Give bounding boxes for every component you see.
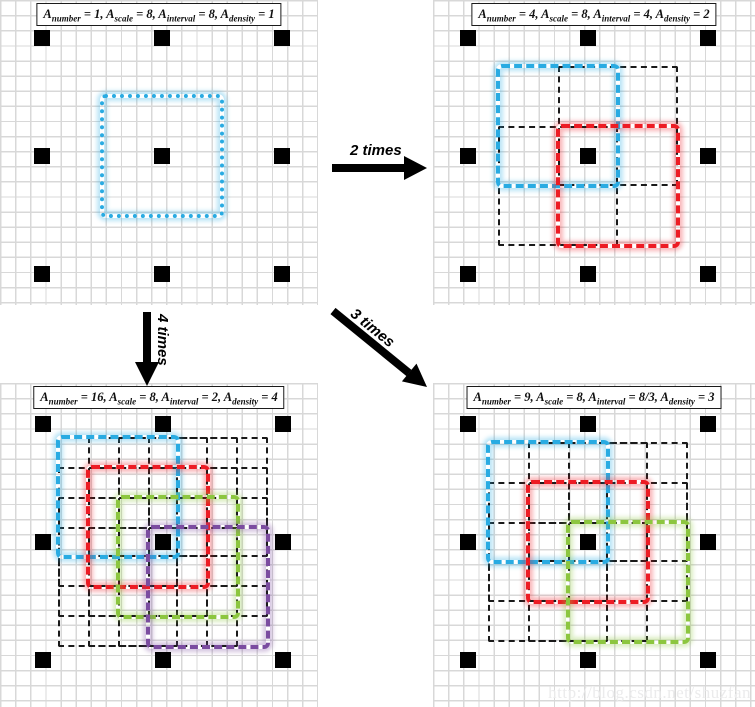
anchor-center-marker xyxy=(35,416,51,432)
anchor-center-marker xyxy=(35,534,51,550)
panel-title-bottom-right: Anumber = 9, Ascale = 8, Ainterval = 8/3… xyxy=(466,386,722,410)
anchor-center-marker xyxy=(460,416,476,432)
anchor-center-marker xyxy=(275,652,291,668)
anchor-center-marker xyxy=(580,416,596,432)
arrow-label-2-times: 2 times xyxy=(350,142,402,159)
green-anchor-box xyxy=(116,495,240,619)
anchor-center-marker xyxy=(154,266,170,282)
anchor-center-marker xyxy=(580,148,596,164)
anchor-center-marker xyxy=(275,534,291,550)
panel-bottom-right: Anumber = 9, Ascale = 8, Ainterval = 8/3… xyxy=(433,383,755,707)
anchor-center-marker xyxy=(700,416,716,432)
green-anchor-box xyxy=(566,520,690,644)
blue-anchor-box xyxy=(485,439,610,564)
anchor-center-marker xyxy=(155,534,171,550)
anchor-center-marker xyxy=(700,148,716,164)
anchor-center-marker xyxy=(155,416,171,432)
arrow-label-3-times: 3 times xyxy=(346,305,398,351)
anchor-center-marker xyxy=(700,534,716,550)
anchor-center-marker xyxy=(154,148,170,164)
anchor-center-marker xyxy=(460,30,476,46)
anchor-center-marker xyxy=(700,652,716,668)
red-anchor-box xyxy=(556,124,680,248)
red-anchor-box xyxy=(526,480,650,604)
anchor-center-marker xyxy=(580,30,596,46)
purple-anchor-box xyxy=(146,525,270,649)
anchor-center-marker xyxy=(34,148,50,164)
anchor-center-marker xyxy=(154,30,170,46)
arrow-label-4-times: 4 times xyxy=(154,314,171,366)
anchor-center-marker xyxy=(274,148,290,164)
arrow-head-icon xyxy=(404,156,427,180)
anchor-center-marker xyxy=(460,652,476,668)
anchor-center-marker xyxy=(34,30,50,46)
anchor-center-marker xyxy=(700,266,716,282)
anchor-center-marker xyxy=(580,652,596,668)
anchor-center-marker xyxy=(580,266,596,282)
panel-title-bottom-left: Anumber = 16, Ascale = 8, Ainterval = 2,… xyxy=(33,386,285,410)
panel-top-left: Anumber = 1, Ascale = 8, Ainterval = 8, … xyxy=(0,0,318,305)
panel-top-right: Anumber = 4, Ascale = 8, Ainterval = 4, … xyxy=(433,0,755,305)
anchor-center-marker xyxy=(460,534,476,550)
anchor-center-marker xyxy=(274,30,290,46)
anchor-center-marker xyxy=(155,652,171,668)
blue-anchor-box xyxy=(100,94,224,218)
anchor-center-marker xyxy=(460,148,476,164)
arrow-right-2-times xyxy=(332,156,427,180)
anchor-center-marker xyxy=(580,534,596,550)
anchor-center-marker xyxy=(700,30,716,46)
anchor-center-marker xyxy=(460,266,476,282)
arrow-head-icon xyxy=(401,363,427,387)
anchor-center-marker xyxy=(35,652,51,668)
panel-title-top-left: Anumber = 1, Ascale = 8, Ainterval = 8, … xyxy=(36,3,282,27)
panel-title-top-right: Anumber = 4, Ascale = 8, Ainterval = 4, … xyxy=(471,3,717,27)
watermark-url: http://blog.csdn.net/shuzfan xyxy=(548,683,751,702)
anchor-center-marker xyxy=(34,266,50,282)
anchor-center-marker xyxy=(275,416,291,432)
anchor-center-marker xyxy=(274,266,290,282)
panel-bottom-left: Anumber = 16, Ascale = 8, Ainterval = 2,… xyxy=(0,383,318,707)
